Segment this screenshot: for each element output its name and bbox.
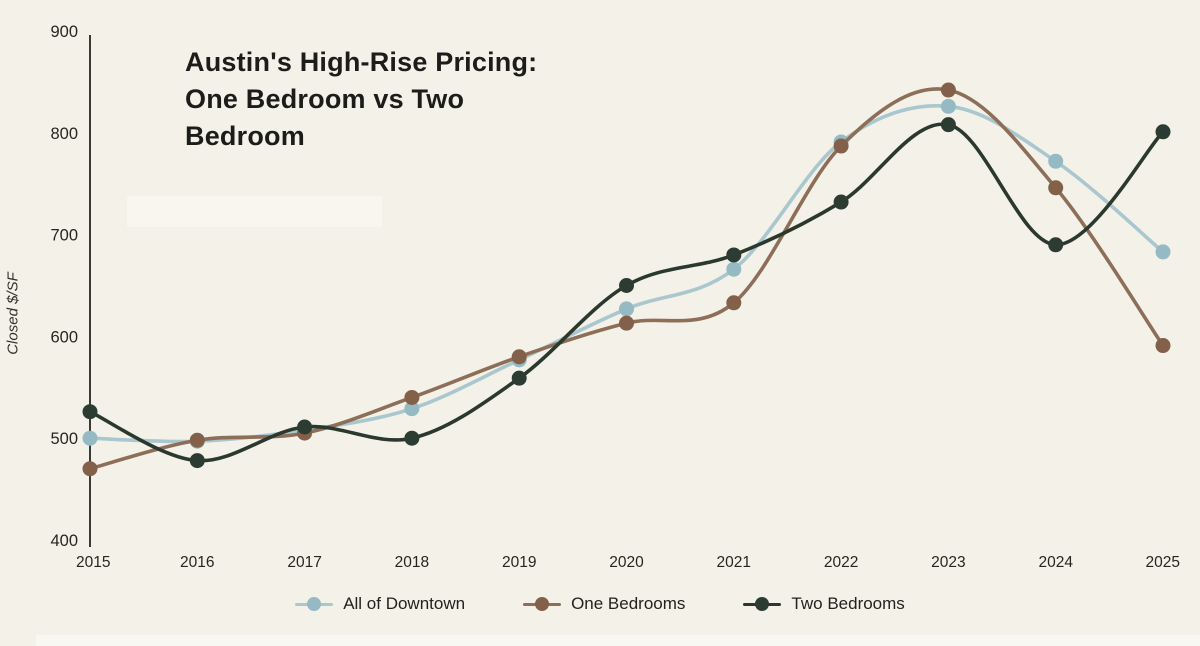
- svg-text:800: 800: [50, 125, 78, 143]
- svg-text:2020: 2020: [609, 554, 644, 571]
- legend-item-two-bedrooms[interactable]: Two Bedrooms: [743, 594, 905, 614]
- legend-label: One Bedrooms: [571, 594, 686, 613]
- svg-text:2023: 2023: [931, 554, 965, 571]
- legend-label: All of Downtown: [343, 594, 466, 613]
- svg-text:900: 900: [50, 23, 78, 41]
- svg-text:2018: 2018: [395, 554, 429, 571]
- legend-marker-icon: [295, 597, 334, 612]
- legend-marker-icon: [523, 597, 562, 612]
- svg-text:500: 500: [50, 430, 78, 448]
- legend-item-all-of-downtown[interactable]: All of Downtown: [295, 594, 465, 614]
- bottom-edge-strip: [36, 635, 1200, 646]
- svg-text:600: 600: [50, 328, 78, 346]
- svg-text:2019: 2019: [502, 554, 536, 571]
- subtitle-placeholder-block: [127, 196, 382, 227]
- svg-text:2017: 2017: [287, 554, 321, 571]
- svg-text:2016: 2016: [180, 554, 214, 571]
- legend-label: Two Bedrooms: [791, 594, 905, 613]
- legend-marker-icon: [743, 597, 782, 612]
- svg-text:2022: 2022: [824, 554, 858, 571]
- y-axis-label: Closed $/SF: [4, 272, 22, 355]
- chart-title: Austin's High-Rise Pricing: One Bedroom …: [185, 47, 538, 151]
- svg-text:2015: 2015: [76, 554, 110, 571]
- legend-item-one-bedrooms[interactable]: One Bedrooms: [523, 594, 685, 614]
- svg-text:400: 400: [50, 532, 78, 550]
- svg-text:2024: 2024: [1038, 554, 1073, 571]
- svg-text:700: 700: [50, 227, 78, 245]
- svg-text:2021: 2021: [717, 554, 751, 571]
- chart-legend: All of Downtown One Bedrooms Two Bedroom…: [0, 594, 1200, 614]
- svg-text:2025: 2025: [1146, 554, 1180, 571]
